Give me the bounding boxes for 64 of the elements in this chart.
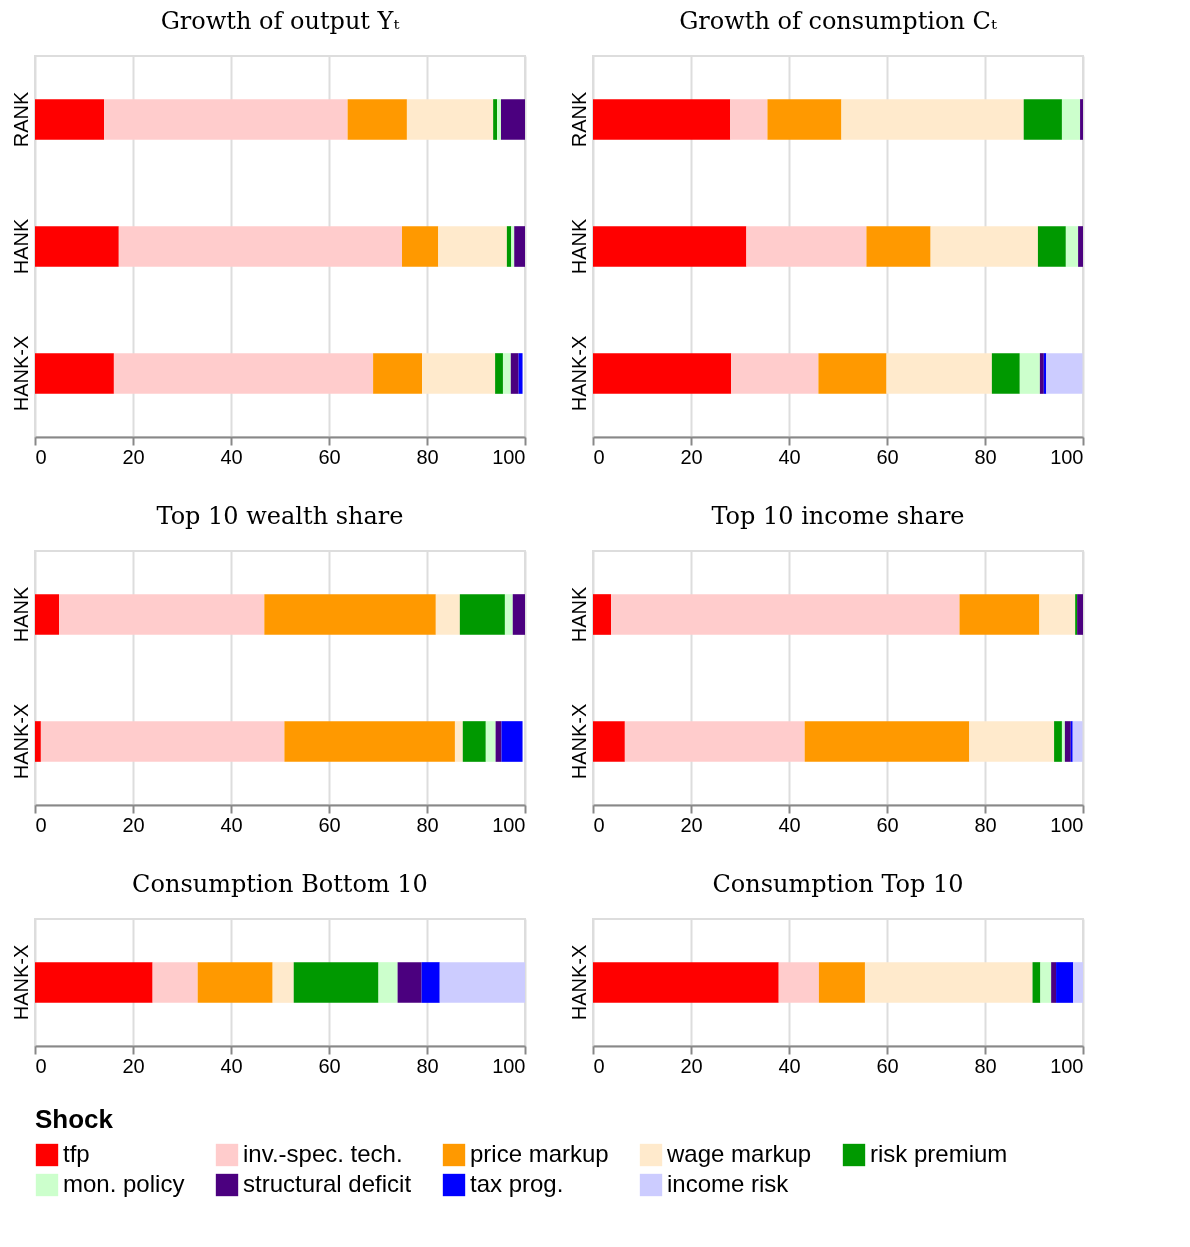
- y-tick-label: RANK: [567, 91, 590, 148]
- y-tick-label: HANK: [9, 586, 32, 643]
- legend-label: risk premium: [870, 1140, 1008, 1167]
- x-tick-label: 80: [416, 813, 439, 836]
- y-tick-label: RANK: [9, 91, 32, 148]
- x-tick-label: 80: [416, 1054, 439, 1077]
- x-tick-label: 40: [778, 445, 801, 468]
- x-tick-label: 40: [220, 445, 243, 468]
- x-tick-label: 100: [1050, 813, 1084, 836]
- x-tick-label: 100: [1050, 1054, 1084, 1077]
- chart-title: Growth of consumption Cₜ: [679, 7, 997, 35]
- y-tick-label: HANK-X: [9, 335, 32, 412]
- x-tick-label: 20: [680, 1054, 703, 1077]
- x-tick-label: 60: [876, 813, 899, 836]
- legend-label: wage markup: [666, 1140, 812, 1167]
- x-tick-label: 40: [778, 813, 801, 836]
- x-tick-label: 60: [318, 445, 341, 468]
- x-tick-label: 40: [778, 1054, 801, 1077]
- y-tick-label: HANK-X: [567, 703, 590, 780]
- x-tick-label: 60: [318, 1054, 341, 1077]
- x-tick-label: 20: [122, 813, 145, 836]
- x-tick-label: 80: [416, 445, 439, 468]
- legend-label: mon. policy: [63, 1170, 185, 1197]
- x-tick-label: 20: [122, 1054, 145, 1077]
- y-tick-label: HANK: [9, 218, 32, 275]
- y-tick-label: HANK-X: [567, 944, 590, 1021]
- y-tick-label: HANK: [567, 586, 590, 643]
- legend-label: income risk: [667, 1170, 790, 1197]
- chart-title: Top 10 wealth share: [156, 502, 404, 530]
- x-tick-label: 20: [122, 445, 145, 468]
- x-tick-label: 100: [492, 1054, 526, 1077]
- x-tick-label: 40: [220, 813, 243, 836]
- x-tick-label: 80: [974, 445, 997, 468]
- x-tick-label: 0: [35, 813, 47, 836]
- y-tick-label: HANK-X: [9, 944, 32, 1021]
- x-tick-label: 100: [1050, 445, 1084, 468]
- x-tick-label: 100: [492, 445, 526, 468]
- chart-title: Consumption Bottom 10: [132, 870, 428, 898]
- y-tick-label: HANK-X: [9, 703, 32, 780]
- legend-label: tax prog.: [470, 1170, 564, 1197]
- x-tick-label: 0: [593, 445, 605, 468]
- legend-label: price markup: [470, 1140, 609, 1167]
- x-tick-label: 20: [680, 445, 703, 468]
- x-tick-label: 80: [974, 1054, 997, 1077]
- chart-title: Growth of output Yₜ: [160, 7, 400, 35]
- chart-title: Consumption Top 10: [712, 870, 964, 898]
- x-tick-label: 80: [974, 813, 997, 836]
- x-tick-label: 100: [492, 813, 526, 836]
- x-tick-label: 20: [680, 813, 703, 836]
- x-tick-label: 0: [593, 1054, 605, 1077]
- x-tick-label: 60: [318, 813, 341, 836]
- legend-label: tfp: [63, 1140, 90, 1167]
- x-tick-label: 0: [35, 445, 47, 468]
- x-tick-label: 0: [593, 813, 605, 836]
- y-tick-label: HANK-X: [567, 335, 590, 412]
- y-tick-label: HANK: [567, 218, 590, 275]
- legend-label: structural deficit: [243, 1170, 412, 1197]
- x-tick-label: 60: [876, 445, 899, 468]
- legend-label: inv.-spec. tech.: [243, 1140, 403, 1167]
- x-tick-label: 40: [220, 1054, 243, 1077]
- x-tick-label: 0: [35, 1054, 47, 1077]
- legend-title: Shock: [35, 1104, 114, 1134]
- chart-title: Top 10 income share: [711, 502, 965, 530]
- x-tick-label: 60: [876, 1054, 899, 1077]
